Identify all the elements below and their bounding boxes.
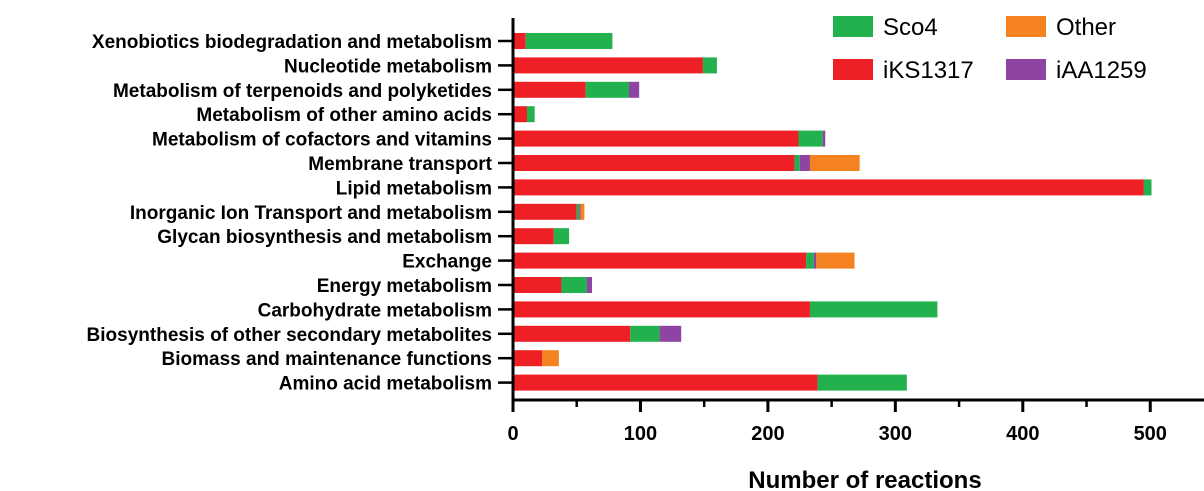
bar-iks1317-exchange (513, 252, 807, 269)
category-label-xenobiotics-biodegradation-and-metabolism: Xenobiotics biodegradation and metabolis… (92, 32, 492, 53)
bar-sco4-metabolism-of-cofactors-and-vitamins (798, 130, 823, 147)
category-label-glycan-biosynthesis-and-metabolism: Glycan biosynthesis and metabolism (157, 227, 492, 248)
bar-iks1317-inorganic-ion-transport-and-metabolism (513, 203, 577, 220)
bar-other-exchange (816, 252, 855, 269)
bar-sco4-energy-metabolism (561, 277, 587, 293)
category-label-amino-acid-metabolism: Amino acid metabolism (279, 374, 492, 395)
legend-label-other: Other (1056, 14, 1116, 41)
category-labels: Xenobiotics biodegradation and metabolis… (87, 32, 493, 395)
category-label-lipid-metabolism: Lipid metabolism (336, 178, 492, 199)
category-label-membrane-transport: Membrane transport (308, 154, 492, 175)
bar-iks1317-lipid-metabolism (513, 179, 1144, 196)
category-label-carbohydrate-metabolism: Carbohydrate metabolism (258, 300, 492, 321)
legend-label-sco4: Sco4 (883, 14, 938, 41)
category-label-exchange: Exchange (402, 252, 492, 273)
category-label-inorganic-ion-transport-and-metabolism: Inorganic Ion Transport and metabolism (130, 203, 492, 224)
legend-label-iks1317: iKS1317 (883, 57, 974, 84)
legend-swatch-other (1006, 16, 1046, 37)
bar-iaa1259-exchange (813, 252, 817, 269)
x-ticks: 0 100 200 300 400 500 (507, 400, 1167, 445)
bar-iks1317-glycan-biosynthesis-and-metabolism (513, 228, 554, 245)
x-tick-label: 300 (879, 423, 912, 445)
bar-iks1317-energy-metabolism (513, 277, 562, 293)
bar-iks1317-nucleotide-metabolism (513, 57, 703, 74)
bar-iaa1259-metabolism-of-terpenoids-and-polyketides (628, 81, 640, 98)
bar-other-inorganic-ion-transport-and-metabolism (580, 203, 585, 220)
bar-iks1317-xenobiotics-biodegradation-and-metabolism (513, 33, 526, 49)
category-label-metabolism-of-terpenoids-and-polyketides: Metabolism of terpenoids and polyketides (113, 81, 492, 102)
legend-label-iaa1259: iAA1259 (1056, 57, 1147, 84)
bar-iaa1259-biosynthesis-of-other-secondary-metabolites (659, 325, 682, 342)
x-axis-title: Number of reactions (748, 467, 981, 491)
category-label-biomass-and-maintenance-functions: Biomass and maintenance functions (162, 349, 492, 370)
category-label-metabolism-of-cofactors-and-vitamins: Metabolism of cofactors and vitamins (152, 130, 492, 151)
x-tick-label: 200 (751, 423, 784, 445)
bar-iks1317-metabolism-of-other-amino-acids (513, 106, 528, 123)
bar-iaa1259-metabolism-of-cofactors-and-vitamins (822, 130, 826, 147)
bar-sco4-exchange (806, 252, 814, 269)
bar-iaa1259-inorganic-ion-transport-and-metabolism (579, 203, 581, 220)
x-tick-label: 0 (507, 423, 518, 445)
bar-other-biomass-and-maintenance-functions (542, 350, 559, 367)
category-label-nucleotide-metabolism: Nucleotide metabolism (284, 56, 492, 77)
bar-sco4-nucleotide-metabolism (702, 57, 717, 74)
legend-swatch-iks1317 (833, 59, 873, 80)
bar-sco4-inorganic-ion-transport-and-metabolism (576, 203, 580, 220)
bar-iks1317-membrane-transport (513, 155, 795, 171)
legend: Sco4 Other iKS1317 iAA1259 (833, 14, 1147, 84)
bar-iaa1259-energy-metabolism (586, 277, 593, 293)
x-tick-label: 500 (1134, 423, 1167, 445)
bar-sco4-lipid-metabolism (1143, 179, 1152, 196)
x-tick-label: 100 (624, 423, 657, 445)
axes (498, 18, 1204, 402)
bar-sco4-metabolism-of-terpenoids-and-polyketides (585, 81, 629, 98)
legend-swatch-iaa1259 (1006, 59, 1046, 80)
bar-iks1317-biomass-and-maintenance-functions (513, 350, 543, 367)
bar-iks1317-amino-acid-metabolism (513, 374, 818, 391)
bar-sco4-biosynthesis-of-other-secondary-metabolites (630, 325, 660, 342)
category-label-energy-metabolism: Energy metabolism (317, 276, 492, 297)
bar-iks1317-metabolism-of-cofactors-and-vitamins (513, 130, 799, 147)
bars-layer (513, 33, 1152, 391)
bar-iks1317-carbohydrate-metabolism (513, 301, 810, 318)
bar-sco4-amino-acid-metabolism (817, 374, 907, 391)
category-label-biosynthesis-of-other-secondary-metabolites: Biosynthesis of other secondary metaboli… (87, 325, 492, 346)
x-tick-label: 400 (1006, 423, 1039, 445)
bar-sco4-metabolism-of-other-amino-acids (527, 106, 535, 123)
bar-other-membrane-transport (809, 155, 860, 171)
bar-sco4-membrane-transport (794, 155, 800, 171)
bar-sco4-carbohydrate-metabolism (809, 301, 938, 318)
bar-iks1317-metabolism-of-terpenoids-and-polyketides (513, 81, 586, 98)
bar-iks1317-biosynthesis-of-other-secondary-metabolites (513, 325, 631, 342)
legend-swatch-sco4 (833, 16, 873, 37)
category-label-metabolism-of-other-amino-acids: Metabolism of other amino acids (196, 105, 492, 126)
bar-sco4-xenobiotics-biodegradation-and-metabolism (525, 33, 613, 49)
bar-iaa1259-membrane-transport (799, 155, 810, 171)
bar-sco4-glycan-biosynthesis-and-metabolism (553, 228, 570, 245)
